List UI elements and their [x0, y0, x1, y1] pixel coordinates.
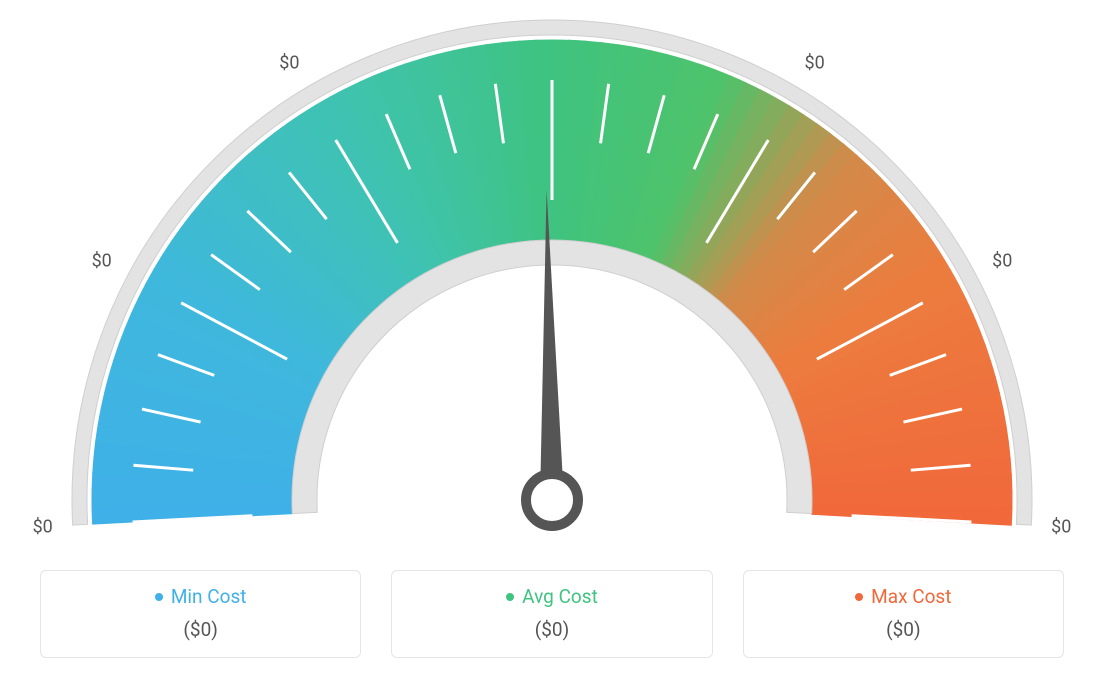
- legend-value: ($0): [183, 618, 217, 641]
- gauge-needle-hub: [526, 474, 578, 526]
- legend-card: Min Cost ($0): [40, 570, 361, 658]
- gauge-scale-label: $0: [92, 250, 112, 271]
- legend-label-row: Avg Cost: [506, 585, 598, 608]
- legend-dot-icon: [155, 593, 163, 601]
- legend-label: Max Cost: [871, 585, 951, 608]
- legend-dot-icon: [855, 593, 863, 601]
- gauge-scale-label: $0: [1051, 516, 1071, 537]
- legend-dot-icon: [506, 593, 514, 601]
- legend-label: Min Cost: [171, 585, 247, 608]
- gauge-scale-label: $0: [805, 52, 825, 73]
- legend-value: ($0): [886, 618, 920, 641]
- gauge-scale-label: $0: [279, 52, 299, 73]
- gauge-scale-label: $0: [33, 516, 53, 537]
- legend-label-row: Max Cost: [855, 585, 951, 608]
- legend-row: Min Cost ($0) Avg Cost ($0) Max Cost ($0): [0, 570, 1104, 658]
- legend-label: Avg Cost: [522, 585, 598, 608]
- gauge-scale-label: $0: [992, 250, 1012, 271]
- gauge-scale-label: $0: [542, 0, 562, 1]
- gauge-chart: $0 $0 $0 $0 $0 $0 $0: [0, 0, 1104, 560]
- legend-card: Max Cost ($0): [743, 570, 1064, 658]
- legend-card: Avg Cost ($0): [391, 570, 712, 658]
- gauge-svg: [0, 0, 1104, 560]
- legend-value: ($0): [535, 618, 569, 641]
- legend-label-row: Min Cost: [155, 585, 247, 608]
